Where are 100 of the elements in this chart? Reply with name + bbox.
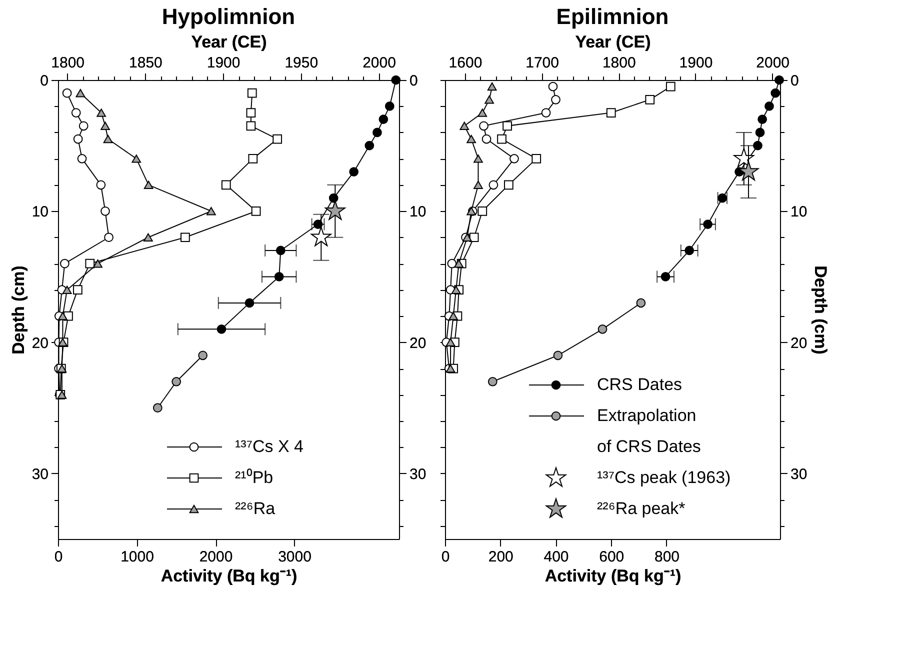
- x2-tick-label: 1950: [284, 54, 318, 72]
- y-tick-label: 30: [790, 466, 808, 483]
- point: [447, 258, 457, 268]
- point: [180, 232, 190, 242]
- point: [502, 121, 512, 131]
- chart-title: Epilimnion: [556, 4, 669, 29]
- legend-label: ²²⁶Ra: [235, 499, 276, 518]
- point: [100, 122, 110, 130]
- point: [479, 121, 488, 131]
- point: [551, 94, 560, 104]
- point: [487, 82, 497, 91]
- x2-tick-label: 1900: [206, 54, 240, 72]
- point: [246, 121, 256, 131]
- point: [103, 134, 113, 144]
- point: [532, 154, 542, 164]
- point: [606, 108, 616, 118]
- y-axis-title: Depth (cm): [8, 266, 28, 354]
- point: [246, 108, 256, 118]
- point: [666, 82, 676, 92]
- point: [143, 233, 153, 242]
- point: [60, 258, 70, 268]
- point: [488, 180, 498, 190]
- y-tick-label: 0: [790, 72, 799, 90]
- point: [144, 180, 154, 190]
- point: [62, 88, 72, 98]
- point: [132, 154, 142, 163]
- point: [446, 338, 456, 346]
- point: [466, 134, 476, 144]
- point: [474, 180, 483, 190]
- x2-tick-label: 1900: [679, 54, 713, 72]
- y2-tick-label: 0: [410, 72, 418, 90]
- point: [221, 180, 231, 190]
- point: [548, 82, 558, 92]
- point: [478, 108, 488, 117]
- x-tick-label: 400: [544, 548, 569, 566]
- point: [645, 94, 655, 104]
- point: [73, 285, 82, 295]
- y2-tick-label: 10: [410, 204, 426, 221]
- point: [484, 96, 494, 104]
- y-tick-label: 0: [40, 72, 48, 90]
- point: [104, 232, 114, 242]
- x-tick-label: 0: [441, 548, 450, 566]
- point: [85, 258, 95, 268]
- x-tick-label: 3000: [278, 548, 312, 566]
- y2-tick-label: 20: [410, 334, 426, 352]
- x-tick-label: 600: [599, 548, 624, 566]
- x2-tick-label: 1850: [129, 54, 162, 72]
- point: [96, 108, 106, 117]
- point: [100, 206, 110, 216]
- point: [62, 286, 72, 294]
- legend-label: Extrapolation of CRS Dates: [597, 406, 701, 456]
- y-tick-label: 10: [32, 204, 48, 221]
- point: [93, 259, 102, 268]
- x-tick-label: 0: [54, 548, 63, 566]
- x2-tick-label: 1800: [51, 54, 85, 72]
- x2-tick-label: 2000: [362, 54, 396, 72]
- point: [78, 121, 88, 131]
- y-axis-title: Depth (cm): [811, 266, 830, 354]
- point: [448, 312, 458, 320]
- legend-label: ²¹⁰Pb: [235, 468, 274, 487]
- point: [469, 232, 479, 242]
- x2-axis-title: Year (CE): [575, 32, 651, 52]
- point: [248, 154, 258, 164]
- point: [454, 259, 464, 268]
- y-tick-label: 10: [790, 204, 808, 221]
- point: [510, 154, 519, 164]
- x-tick-label: 200: [488, 548, 514, 566]
- x2-tick-label: 1800: [602, 54, 636, 72]
- point: [73, 134, 83, 144]
- x-axis-title: Activity (Bq kg⁻¹): [160, 566, 298, 586]
- x-tick-label: 800: [654, 548, 680, 566]
- point: [504, 180, 514, 190]
- point: [58, 312, 68, 320]
- y-tick-label: 20: [790, 334, 808, 352]
- point: [451, 286, 461, 294]
- point: [460, 122, 470, 130]
- legend-label: ¹³⁷Cs X 4: [235, 437, 304, 456]
- point: [478, 206, 488, 216]
- x2-tick-label: 1600: [448, 54, 482, 72]
- point: [541, 108, 551, 118]
- point: [272, 134, 282, 144]
- y2-tick-label: 30: [410, 466, 426, 483]
- point: [474, 154, 483, 163]
- point: [482, 134, 492, 144]
- x-axis-title: Activity (Bq kg⁻¹): [544, 566, 682, 586]
- point: [96, 180, 106, 190]
- legend-label: CRS Dates: [597, 375, 682, 394]
- x2-tick-label: 2000: [756, 54, 790, 72]
- point: [497, 134, 506, 144]
- point: [251, 206, 261, 216]
- x2-axis-title: Year (CE): [191, 32, 267, 52]
- y-tick-label: 30: [32, 466, 48, 483]
- chart-title: Hypolimnion: [162, 4, 296, 29]
- y-tick-label: 20: [32, 334, 48, 352]
- point: [77, 154, 87, 164]
- point: [247, 88, 257, 98]
- x2-tick-label: 1700: [526, 54, 559, 72]
- legend-label: ¹³⁷Cs peak (1963): [597, 468, 731, 487]
- legend-label: ²²⁶Ra peak*: [597, 499, 686, 518]
- x-tick-label: 1000: [120, 548, 154, 566]
